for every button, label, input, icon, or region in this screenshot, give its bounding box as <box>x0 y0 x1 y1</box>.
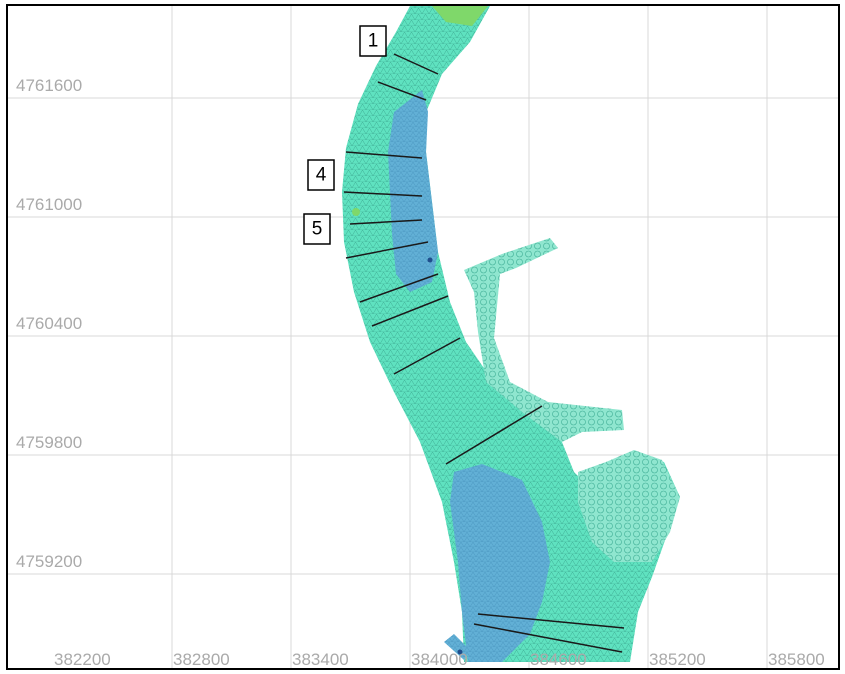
x-axis-label: 382200 <box>54 650 111 668</box>
x-axis-label: 385800 <box>768 650 825 668</box>
deep-channel-upper <box>388 90 438 292</box>
shallow-spot <box>352 208 360 216</box>
cross-section-line <box>445 405 543 465</box>
map-frame: 1 4 5 4761600 4761000 4760400 4759800 47… <box>6 4 840 670</box>
section-label-4: 4 <box>307 159 335 191</box>
section-label-text: 4 <box>316 165 327 186</box>
gauge-point <box>427 257 433 263</box>
y-axis-labels: 4761600 4761000 4760400 4759800 4759200 <box>16 76 82 571</box>
section-label-1: 1 <box>359 25 387 57</box>
mesh-map: 1 4 5 4761600 4761000 4760400 4759800 47… <box>8 6 838 668</box>
deep-channel-lower <box>450 464 550 662</box>
cross-section-line <box>473 623 623 653</box>
x-axis-labels: 382200 382800 383400 384000 384600 38520… <box>54 650 825 668</box>
cross-section-line <box>371 295 449 327</box>
y-axis-label: 4760400 <box>16 314 82 333</box>
section-label-5: 5 <box>303 213 331 245</box>
cross-sections <box>343 53 625 653</box>
cross-section-line <box>377 81 427 101</box>
x-axis-label: 385200 <box>649 650 706 668</box>
shallow-patch <box>432 6 488 26</box>
south-jetty <box>444 634 470 660</box>
y-axis-label: 4761600 <box>16 76 82 95</box>
x-axis-label: 384000 <box>411 650 468 668</box>
cross-section-line <box>345 151 423 159</box>
y-axis-label: 4759800 <box>16 433 82 452</box>
cross-section-line <box>393 53 439 75</box>
cross-section-line <box>345 241 429 259</box>
section-label-text: 5 <box>312 219 323 240</box>
cross-section-line <box>359 273 439 303</box>
y-axis-label: 4759200 <box>16 552 82 571</box>
x-axis-label: 383400 <box>292 650 349 668</box>
cross-section-line <box>393 337 461 375</box>
y-axis-label: 4761000 <box>16 195 82 214</box>
harbor-pier <box>464 238 624 442</box>
cross-section-line <box>349 219 423 225</box>
section-label-text: 1 <box>368 31 379 52</box>
x-axis-label: 382800 <box>173 650 230 668</box>
cross-section-line <box>477 613 625 629</box>
gauge-point <box>457 649 463 655</box>
cross-section-line <box>343 191 423 197</box>
x-axis-label: 384600 <box>530 650 587 668</box>
channel-mesh <box>342 6 680 662</box>
harbor-basin <box>578 450 680 562</box>
